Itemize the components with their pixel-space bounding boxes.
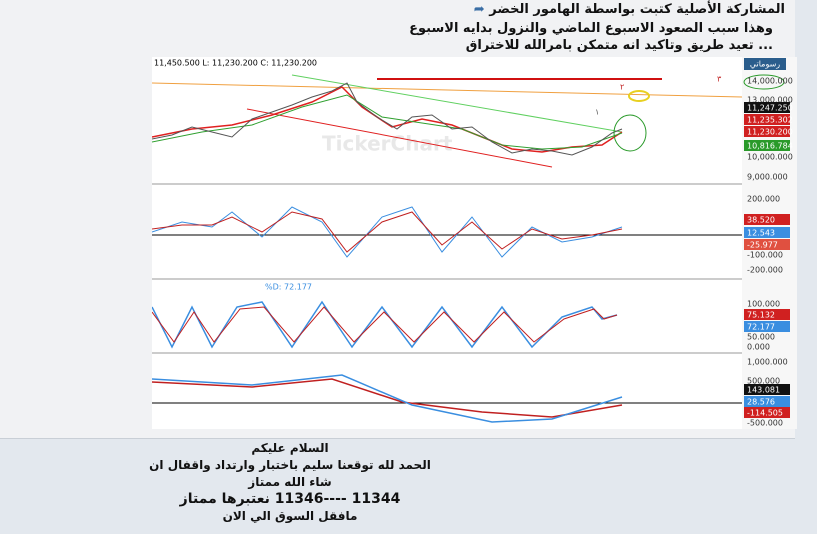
axis-label: 12.543	[747, 229, 775, 238]
chart-image: 11,450.500 L: 11,230.200 C: 11,230.200 T…	[152, 57, 797, 429]
axis-label: 143.081	[747, 386, 780, 395]
post-line: السلام عليكم	[251, 441, 329, 455]
axis-label: -114.505	[747, 409, 783, 418]
post-line: 11344 ----11346 نعتبرها ممتاز	[179, 491, 401, 507]
post-body: السلام عليكم الحمد لله توقعنا سليم باختب…	[140, 440, 440, 525]
value-badge	[744, 384, 790, 395]
axis-label: 100.000	[747, 300, 780, 309]
axis-label: 10,000.000	[747, 153, 793, 162]
axis-label: 11,230.200	[747, 128, 793, 137]
axis-label: 72.177	[747, 323, 775, 332]
watermark: TickerChart	[322, 132, 453, 156]
axis-label: 14,000.000	[747, 77, 793, 86]
annotation: ٢	[620, 83, 624, 92]
value-badge	[744, 214, 790, 225]
panel-header: %D: 72.177	[265, 283, 312, 292]
axis-label: 50.000	[747, 333, 775, 342]
axis-label: 10,816.784	[747, 142, 793, 151]
quote-line: ... تعيد طريق وتاكيد انه متمكن بامرالله …	[465, 38, 773, 53]
axis-label: 11,235.302	[747, 116, 793, 125]
axis-label: 38.520	[747, 216, 775, 225]
ohlc-label: 11,450.500 L: 11,230.200 C: 11,230.200	[154, 59, 317, 68]
value-badge	[744, 239, 790, 250]
value-badge	[744, 126, 790, 137]
value-badge	[744, 102, 790, 113]
axis-label: 1,000.000	[747, 358, 788, 367]
axis-label: -25.977	[747, 241, 778, 250]
annotation: ٣	[717, 75, 722, 84]
quote-line: وهذا سبب الصعود الاسبوع الماضي والنزول ب…	[409, 21, 773, 36]
axis-label: 13,000.000	[747, 96, 793, 105]
drawings-button[interactable]: رسوماتي	[750, 60, 780, 69]
axis-label: 11,247.250	[747, 104, 793, 113]
axis-label: -100.000	[747, 251, 783, 260]
axis-label: 500.000	[747, 377, 780, 386]
value-badge	[744, 114, 790, 125]
axis-label: 28.576	[747, 398, 775, 407]
axis-label: 200.000	[747, 195, 780, 204]
value-badge	[744, 396, 790, 407]
axis-label: 75.132	[747, 311, 775, 320]
value-badge	[744, 407, 790, 418]
post-line: مافقل السوق الي الان	[222, 509, 358, 523]
value-badge	[744, 321, 790, 332]
axis-label: 0.000	[747, 343, 770, 352]
value-badge	[744, 140, 790, 151]
value-badge	[744, 309, 790, 320]
quote-header[interactable]: المشاركة الأصلية كتبت بواسطة الهامور الخ…	[473, 2, 785, 17]
axis-label: 9,000.000	[747, 173, 788, 182]
axis-label: -500.000	[747, 419, 783, 428]
quote-box: المشاركة الأصلية كتبت بواسطة الهامور الخ…	[0, 0, 797, 439]
post-line: الحمد لله توقعنا سليم باختبار وارتداد وا…	[149, 458, 431, 489]
axis-label: -200.000	[747, 266, 783, 275]
quote-author: المشاركة الأصلية كتبت بواسطة الهامور الخ…	[489, 2, 785, 17]
annotation: ١	[595, 108, 599, 117]
value-badge	[744, 227, 790, 238]
